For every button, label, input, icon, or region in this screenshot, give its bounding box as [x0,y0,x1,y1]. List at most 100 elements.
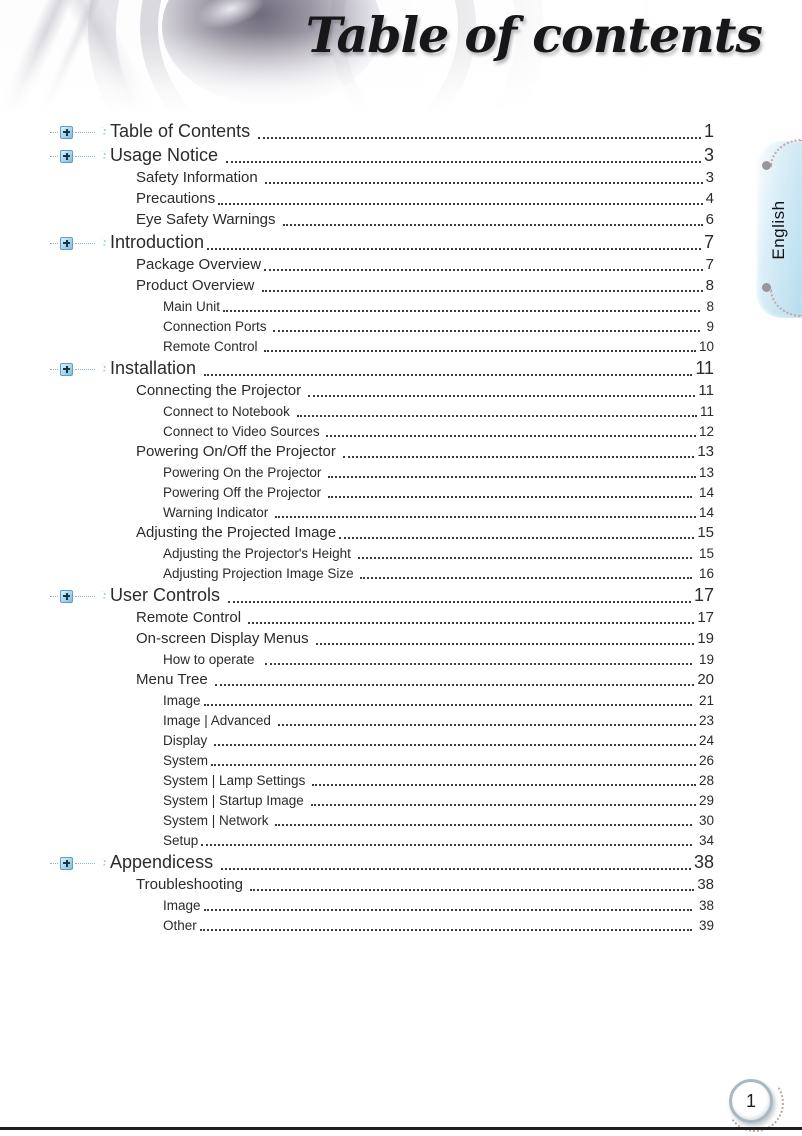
toc-entry[interactable]: How to operate 19 [50,649,714,669]
toc-entry[interactable]: System | Network 30 [50,810,714,830]
language-tab-label: English [769,199,788,260]
dot-leader [264,182,703,184]
toc-entry[interactable]: Powering Off the Projector 14 [50,482,714,502]
toc-entry[interactable]: Adjusting the Projected Image 15 [50,522,714,543]
toc-entry[interactable]: Image 21 [50,690,714,710]
page-number: 1 [745,1090,756,1111]
dot-leader [214,744,696,746]
toc-entry-page-number: 13 [698,465,714,480]
toc-entry-page-number: 21 [695,693,714,708]
table-of-contents: Table of Contents 1 Usage Notice 3 Safet… [50,119,714,935]
toc-entry-label: Setup [163,833,199,848]
toc-entry[interactable]: Image 38 [50,895,714,915]
toc-entry[interactable]: Table of Contents 1 [50,119,714,143]
toc-entry[interactable]: Connection Ports 9 [50,316,714,336]
toc-entry-label: Menu Tree [136,671,212,688]
tree-expand-icon[interactable] [50,362,106,376]
toc-entry[interactable]: Adjusting Projection Image Size 16 [50,563,714,583]
dot-leader [258,137,701,139]
toc-entry[interactable]: Connect to Video Sources 12 [50,421,714,441]
toc-entry[interactable]: Product Overview 8 [50,275,714,296]
dot-leader [264,269,703,271]
toc-entry-page-number: 15 [695,546,714,561]
toc-entry[interactable]: Remote Control 17 [50,607,714,628]
toc-entry[interactable]: Precautions 4 [50,188,714,209]
dot-leader [203,909,693,911]
tab-dot [762,283,771,292]
toc-entry-page-number: 9 [702,319,714,334]
dot-leader [207,248,701,250]
toc-entry[interactable]: Image | Advanced 23 [50,710,714,730]
toc-entry-page-number: 19 [697,630,714,647]
toc-entry-label: Display [163,733,212,748]
toc-entry-label: Package Overview [136,256,262,273]
tree-branch-dots [50,131,58,133]
toc-entry-page-number: 10 [698,339,714,354]
toc-entry[interactable]: System | Lamp Settings 28 [50,770,714,790]
toc-entry[interactable]: Setup 34 [50,830,714,850]
dot-leader [201,844,693,846]
toc-entry[interactable]: Powering On/Off the Projector 13 [50,441,714,462]
toc-entry-label: Safety Information [136,169,262,186]
toc-entry[interactable]: Connect to Notebook 11 [50,401,714,421]
dot-leader [221,868,691,870]
toc-entry-page-number: 38 [697,876,714,893]
toc-entry[interactable]: Remote Control 10 [50,336,714,356]
dot-leader [357,557,693,559]
toc-entry[interactable]: Menu Tree 20 [50,669,714,690]
toc-entry[interactable]: System | Startup Image 29 [50,790,714,810]
toc-entry-label: Installation [110,358,202,378]
dot-leader [327,496,693,498]
chevron-right-icon [97,857,106,867]
tree-expand-icon[interactable] [50,236,106,250]
toc-entry[interactable]: Adjusting the Projector's Height 15 [50,543,714,563]
toc-entry[interactable]: Eye Safety Warnings 6 [50,209,714,230]
toc-entry[interactable]: Appendicess 38 [50,850,714,874]
tree-expand-icon[interactable] [50,125,106,139]
toc-entry[interactable]: System 26 [50,750,714,770]
toc-entry-label: Connect to Notebook [163,404,294,419]
tree-expand-icon[interactable] [50,589,106,603]
toc-entry[interactable]: Connecting the Projector 11 [50,380,714,401]
header-fade-overlay [0,0,802,114]
toc-entry-page-number: 19 [695,652,714,667]
toc-entry[interactable]: User Controls 17 [50,583,714,607]
toc-entry[interactable]: Package Overview 7 [50,254,714,275]
toc-entry-label: Adjusting the Projector's Height [163,546,355,561]
plus-icon [60,589,73,603]
toc-entry-page-number: 30 [695,813,714,828]
toc-entry[interactable]: Other 39 [50,915,714,935]
dot-leader [275,516,696,518]
toc-entry-label: Connecting the Projector [136,382,306,399]
toc-entry[interactable]: Troubleshooting 38 [50,874,714,895]
toc-entry[interactable]: Powering On the Projector 13 [50,462,714,482]
toc-entry[interactable]: Main Unit 8 [50,296,714,316]
toc-entry[interactable]: Introduction 7 [50,230,714,254]
dot-leader [261,290,703,292]
toc-entry-page-number: 39 [695,918,714,933]
dot-leader [211,764,696,766]
toc-entry[interactable]: Usage Notice 3 [50,143,714,167]
tree-branch-dots [50,155,58,157]
tree-expand-icon[interactable] [50,856,106,870]
dot-leader [218,203,703,205]
toc-entry[interactable]: Installation 11 [50,356,714,380]
toc-entry[interactable]: Display 24 [50,730,714,750]
toc-entry-page-number: 15 [697,524,714,541]
toc-entry-page-number: 17 [693,585,714,605]
toc-entry[interactable]: Safety Information 3 [50,167,714,188]
tree-branch-dots [75,155,95,157]
toc-entry-page-number: 14 [695,485,714,500]
page-title: Table of contents [305,6,763,64]
toc-entry-label: Eye Safety Warnings [136,211,280,228]
toc-entry-page-number: 11 [698,382,714,399]
toc-entry[interactable]: On-screen Display Menus 19 [50,628,714,649]
toc-entry-page-number: 11 [695,358,714,378]
toc-entry-page-number: 34 [695,833,714,848]
dot-leader [223,310,700,312]
toc-entry-label: On-screen Display Menus [136,630,313,647]
toc-entry-label: Connection Ports [163,319,271,334]
toc-entry[interactable]: Warning Indicator 14 [50,502,714,522]
plus-icon [60,362,73,376]
tree-expand-icon[interactable] [50,149,106,163]
